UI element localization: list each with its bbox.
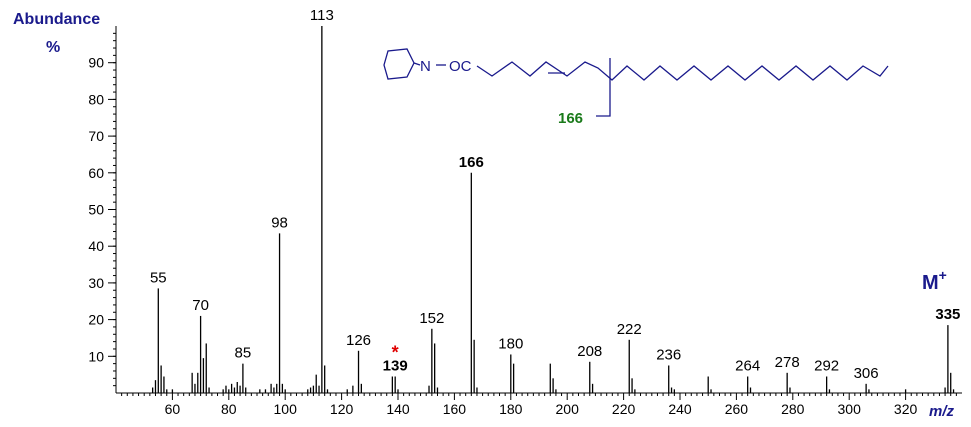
x-tick-label: 320 [894, 401, 918, 417]
x-tick-label: 80 [221, 401, 237, 417]
y-tick-label: 30 [88, 275, 104, 291]
ring-bond [413, 62, 421, 66]
peak-label-85: 85 [235, 345, 252, 362]
structure-amine-n: N [420, 58, 431, 75]
x-tick-label: 200 [556, 401, 580, 417]
peak-labels: 55 70 85 98 113 126 139 152 166 180 208 222 236 264 27… [150, 7, 960, 382]
x-tick-label: 160 [443, 401, 467, 417]
peak-label-278: 278 [775, 354, 800, 371]
x-major-ticks: 60 80 100 120 140 160 180 200 220 240 260 280 300 320 [165, 393, 918, 417]
peak-label-180: 180 [498, 335, 523, 352]
y-tick-label: 60 [88, 165, 104, 181]
x-tick-label: 260 [725, 401, 749, 417]
x-tick-label: 100 [274, 401, 298, 417]
peak-label-126: 126 [346, 332, 371, 349]
peak-label-306: 306 [854, 365, 879, 382]
peak-label-208: 208 [577, 343, 602, 360]
y-tick-label: 50 [88, 202, 104, 218]
molecule-structure [383, 48, 889, 117]
peak-label-152: 152 [419, 310, 444, 327]
y-tick-label: 20 [88, 312, 104, 328]
peak-label-113: 113 [310, 7, 334, 24]
x-tick-label: 280 [781, 401, 805, 417]
molecular-ion-m: M [922, 272, 939, 294]
peak-label-55: 55 [150, 269, 167, 286]
peak-label-236: 236 [656, 346, 681, 363]
peak-label-166: 166 [459, 154, 484, 171]
x-tick-label: 220 [612, 401, 636, 417]
x-tick-label: 180 [499, 401, 523, 417]
y-axis-title: Abundance [13, 11, 100, 28]
y-tick-label: 90 [88, 55, 104, 71]
peak-label-292: 292 [814, 357, 839, 374]
structure-acyl-oc: OC [449, 58, 472, 75]
x-tick-label: 240 [668, 401, 692, 417]
spectrum-bars [152, 26, 955, 393]
x-tick-label: 140 [386, 401, 410, 417]
asterisk-marker: * [392, 342, 399, 362]
y-axis-unit: % [46, 39, 60, 56]
x-minor-ticks [121, 393, 957, 396]
acyl-chain [476, 61, 889, 81]
x-tick-label: 120 [330, 401, 354, 417]
y-major-ticks: 10 20 30 40 50 60 70 80 90 [88, 55, 116, 364]
peak-label-335: 335 [935, 306, 960, 323]
peak-label-98: 98 [271, 214, 288, 231]
molecular-ion-charge: + [939, 267, 947, 283]
x-axis-title: m/z [929, 403, 955, 420]
y-tick-label: 40 [88, 238, 104, 254]
x-tick-label: 300 [838, 401, 862, 417]
peak-label-222: 222 [617, 321, 642, 338]
peak-label-139: 139 [383, 357, 408, 374]
structure-cleavage-label: 166 [558, 110, 583, 127]
x-tick-label: 60 [165, 401, 181, 417]
y-tick-label: 10 [88, 348, 104, 364]
cleavage-marker [596, 58, 611, 117]
y-tick-label: 70 [88, 128, 104, 144]
pyrrolidine-ring [383, 48, 415, 80]
peak-label-264: 264 [735, 357, 760, 374]
molecular-ion-label: M+ [922, 267, 947, 294]
peak-label-70: 70 [192, 297, 209, 314]
y-tick-label: 80 [88, 91, 104, 107]
